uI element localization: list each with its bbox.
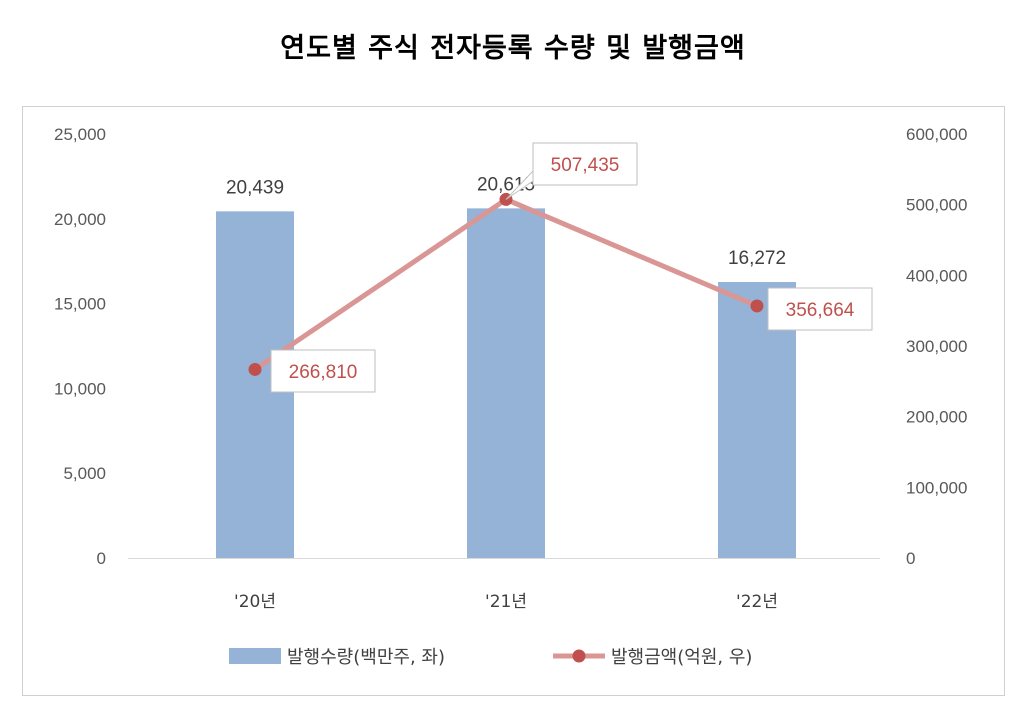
bar-data-label: 20,615 xyxy=(477,174,535,195)
y-left-tick-label: 5,000 xyxy=(63,464,106,483)
y-right-tick-label: 600,000 xyxy=(906,125,967,144)
y-right-tick-label: 200,000 xyxy=(906,408,967,427)
category-label: '20년 xyxy=(234,592,276,612)
line-data-label: 507,435 xyxy=(551,155,620,176)
y-right-tick-label: 100,000 xyxy=(906,478,967,497)
category-label: '21년 xyxy=(485,592,527,612)
legend-line-label: 발행금액(억원, 우) xyxy=(611,647,752,668)
y-left-tick-label: 25,000 xyxy=(54,125,106,144)
legend-line-marker xyxy=(572,649,586,663)
y-left-tick-label: 15,000 xyxy=(54,295,106,314)
y-left-tick-label: 10,000 xyxy=(54,379,106,398)
callout-box xyxy=(767,287,873,331)
callout-box xyxy=(270,349,376,393)
bar-data-label: 16,272 xyxy=(728,248,786,269)
legend-bar-swatch xyxy=(229,648,281,664)
line-point xyxy=(750,299,764,313)
callout-box xyxy=(532,142,638,186)
line-data-label: 356,664 xyxy=(786,300,855,321)
y-right-tick-label: 500,000 xyxy=(906,196,967,215)
category-label: '22년 xyxy=(736,592,778,612)
legend-bar-label: 발행수량(백만주, 좌) xyxy=(287,647,445,668)
y-right-tick-label: 300,000 xyxy=(906,337,967,356)
line-point xyxy=(248,362,262,376)
y-left-tick-label: 20,000 xyxy=(54,210,106,229)
line-data-label: 266,810 xyxy=(289,362,358,383)
bar-data-label: 20,439 xyxy=(226,177,284,198)
bar xyxy=(467,208,545,558)
y-right-tick-label: 0 xyxy=(906,549,915,568)
y-right-tick-label: 400,000 xyxy=(906,266,967,285)
y-left-tick-label: 0 xyxy=(97,549,106,568)
chart-title: 연도별 주식 전자등록 수량 및 발행금액 xyxy=(280,33,746,64)
